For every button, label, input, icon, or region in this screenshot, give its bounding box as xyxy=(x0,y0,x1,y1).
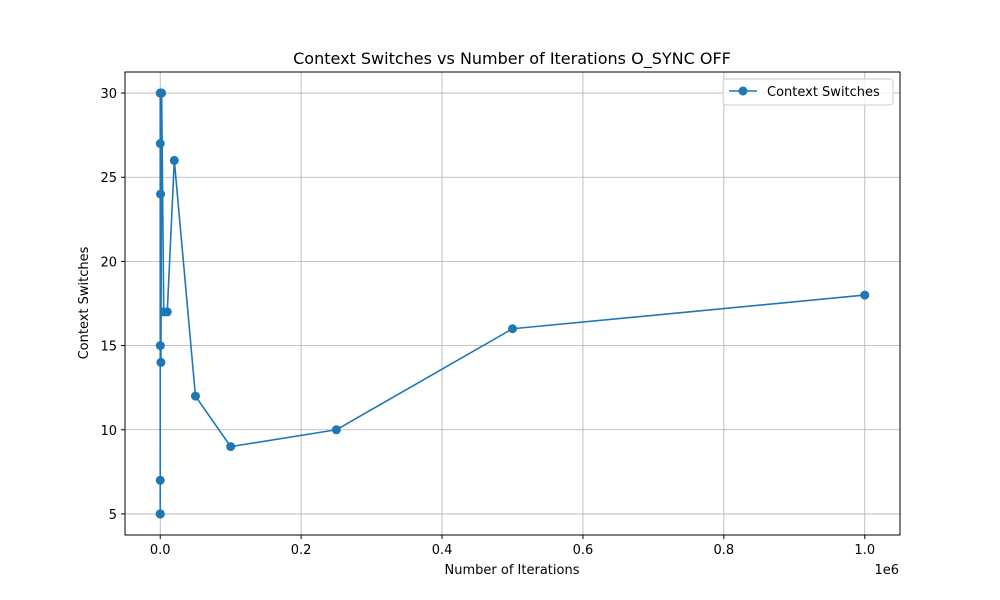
x-axis-title: Number of Iterations xyxy=(445,563,580,578)
legend-label: Context Switches xyxy=(767,85,880,100)
data-point xyxy=(156,189,166,199)
legend-box xyxy=(722,78,894,106)
x-tick-label: 1.0 xyxy=(854,543,875,558)
y-axis-title: Context Switches xyxy=(77,246,92,359)
data-point xyxy=(169,155,179,165)
legend: Context Switches xyxy=(722,78,894,106)
y-tick-label: 15 xyxy=(100,340,117,355)
series-layer xyxy=(155,88,870,519)
data-point xyxy=(162,307,172,317)
y-tick-label: 30 xyxy=(100,87,117,102)
x-axis-offset-label: 1e6 xyxy=(874,563,899,578)
data-point xyxy=(508,324,517,334)
x-tick-label: 0.6 xyxy=(573,543,594,558)
data-point xyxy=(157,88,167,98)
data-point xyxy=(155,509,165,519)
data-point xyxy=(226,442,236,452)
y-tick-label: 5 xyxy=(109,508,117,523)
data-point xyxy=(155,341,165,351)
y-axis-ticks: 5 10 15 20 25 30 xyxy=(100,87,125,523)
series-line xyxy=(159,92,865,515)
y-tick-label: 20 xyxy=(100,255,117,270)
x-tick-label: 0.8 xyxy=(714,543,735,558)
data-point xyxy=(860,290,870,300)
data-point xyxy=(156,357,166,367)
x-tick-label: 0.0 xyxy=(150,543,171,558)
x-tick-label: 0.2 xyxy=(291,543,312,558)
plot-area-frame xyxy=(124,71,901,536)
data-point xyxy=(155,139,165,149)
legend-point-marker xyxy=(738,86,748,96)
data-point xyxy=(331,425,341,435)
x-tick-label: 0.4 xyxy=(432,543,453,558)
data-point xyxy=(155,475,165,485)
data-point xyxy=(190,391,200,401)
chart-title: Context Switches vs Number of Iterations… xyxy=(293,49,731,69)
grid xyxy=(125,72,900,535)
x-axis-ticks: 0.0 0.2 0.4 0.6 0.8 1.0 xyxy=(150,535,875,558)
y-tick-label: 10 xyxy=(100,424,117,439)
y-tick-label: 25 xyxy=(100,171,117,186)
